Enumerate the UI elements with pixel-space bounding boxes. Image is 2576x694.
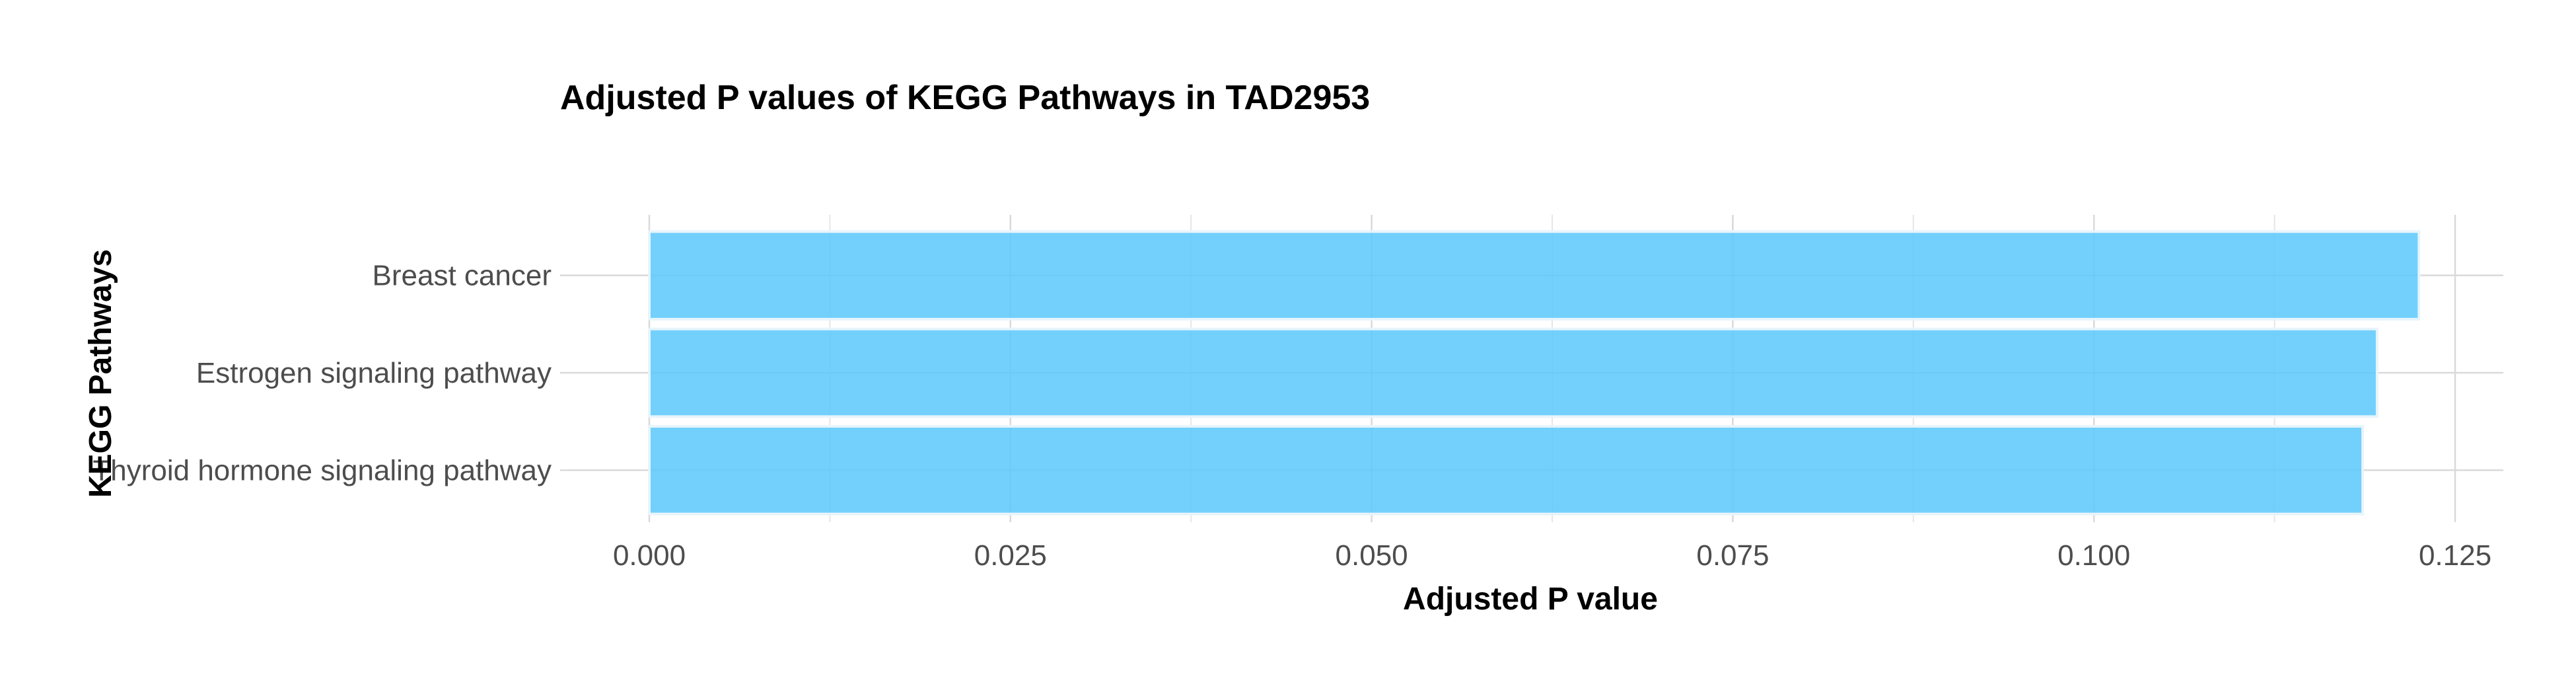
- bar: [648, 230, 2421, 321]
- x-tick-label: 0.025: [974, 539, 1047, 572]
- y-tick-labels: Breast cancer Estrogen signaling pathway T…: [92, 260, 552, 487]
- bar: [648, 425, 2365, 516]
- bar: [648, 327, 2379, 418]
- chart-title: Adjusted P values of KEGG Pathways in TA…: [560, 79, 1370, 117]
- y-tick-label: Breast cancer: [373, 260, 552, 292]
- x-tick-labels: 0.000 0.025 0.050 0.075 0.100 0.125: [613, 539, 2491, 572]
- x-tick-label: 0.050: [1336, 539, 1408, 572]
- x-tick-label: 0.000: [613, 539, 686, 572]
- x-tick-label: 0.075: [1696, 539, 1769, 572]
- y-tick-label: Thyroid hormone signaling pathway: [92, 454, 552, 486]
- y-tick-label: Estrogen signaling pathway: [196, 357, 552, 389]
- x-tick-label: 0.125: [2419, 539, 2491, 572]
- bars-layer: [648, 230, 2421, 516]
- y-axis-title: KEGG Pathways: [83, 249, 118, 498]
- x-tick-label: 0.100: [2057, 539, 2130, 572]
- x-axis-title: Adjusted P value: [1403, 582, 1658, 617]
